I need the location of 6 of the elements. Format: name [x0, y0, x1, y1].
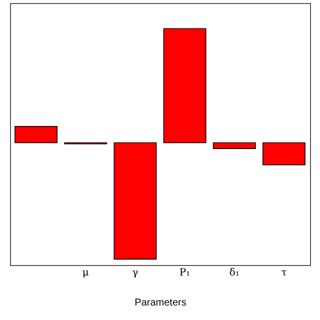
x-tick-label: μ: [82, 268, 90, 278]
x-axis-title: Parameters: [134, 298, 186, 308]
x-tick-label: δ₁: [229, 268, 240, 278]
x-tick-label: τ: [281, 268, 288, 278]
x-tick-label: γ: [132, 268, 138, 278]
x-tick-label: P₁: [179, 268, 190, 278]
